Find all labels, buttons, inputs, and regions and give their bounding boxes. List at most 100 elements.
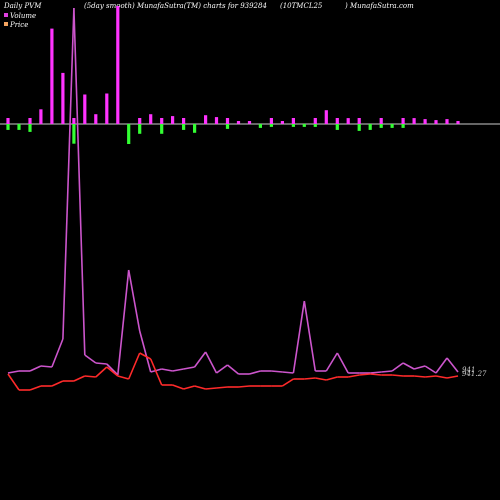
volume-line-segment: [216, 364, 228, 374]
volume-line-segment: [138, 330, 152, 373]
volume-bar: [423, 119, 427, 124]
volume-line-segment: [161, 368, 173, 372]
volume-bar: [50, 28, 54, 125]
volume-line-segment: [271, 370, 283, 373]
volume-line-segment: [402, 362, 415, 370]
volume-bar: [357, 124, 361, 131]
price-line-segment: [392, 374, 404, 377]
price-label-bottom: 941.27: [462, 370, 487, 378]
price-volume-lines: [7, 7, 459, 391]
volume-bar-up-tick: [138, 118, 142, 124]
volume-bar: [94, 114, 98, 124]
volume-bar-up-tick: [72, 118, 76, 124]
volume-bar-up-tick: [335, 118, 339, 124]
price-line-segment: [29, 385, 42, 391]
volume-bar: [291, 124, 295, 127]
volume-bar: [225, 124, 230, 129]
volume-line-segment: [336, 352, 349, 374]
volume-bar: [127, 124, 131, 144]
volume-bar-up-tick: [357, 118, 361, 124]
volume-bar: [280, 121, 284, 124]
price-line-segment: [73, 375, 86, 382]
volume-bar: [236, 121, 241, 124]
volume-bar: [6, 124, 10, 130]
price-line-segment: [414, 375, 426, 378]
volume-bar-up-tick: [401, 118, 405, 124]
volume-line-segment: [51, 338, 64, 368]
price-line-segment: [304, 377, 316, 380]
volume-line-segment: [193, 351, 207, 368]
volume-line-segment: [84, 354, 97, 364]
volume-line-segment: [204, 351, 218, 374]
volume-bar: [116, 6, 120, 124]
volume-bar: [72, 124, 76, 144]
volume-bar: [204, 115, 208, 124]
volume-line-segment: [446, 357, 459, 373]
price-line-segment: [183, 385, 195, 390]
volume-line-segment: [413, 365, 426, 370]
volume-line-segment: [292, 300, 306, 374]
price-line-segment: [315, 377, 327, 381]
volume-line-segment: [62, 7, 75, 340]
volume-bar: [61, 72, 65, 124]
price-line-segment: [370, 373, 382, 376]
volume-line-segment: [95, 362, 107, 365]
volume-line-segment: [249, 370, 261, 375]
volume-line-segment: [325, 352, 338, 372]
volume-bar: [17, 124, 21, 130]
volume-bar: [302, 124, 306, 127]
header-mid: (5day smooth) MunafaSutra(TM) charts for…: [84, 2, 267, 10]
volume-bar-up-tick: [182, 118, 186, 124]
price-line-segment: [348, 374, 360, 378]
volume-bar-up-tick: [313, 118, 317, 124]
volume-line-segment: [370, 371, 382, 374]
volume-line-segment: [7, 370, 20, 374]
price-line-segment: [425, 375, 437, 378]
header-left: Daily PVM: [3, 2, 42, 10]
volume-line-segment: [172, 368, 184, 372]
volume-line-segment: [226, 364, 240, 375]
price-line-segment: [172, 384, 184, 390]
price-line-segment: [326, 376, 338, 381]
volume-bar: [346, 118, 350, 124]
volume-bar: [149, 114, 153, 124]
volume-line-segment: [381, 370, 393, 373]
volume-line-segment: [117, 269, 130, 376]
volume-bars: [6, 6, 460, 144]
volume-line-segment: [303, 300, 317, 372]
volume-bar: [313, 124, 317, 127]
legend-volume-swatch: [4, 13, 8, 17]
price-line-segment: [127, 352, 141, 380]
price-line-segment: [117, 375, 129, 380]
volume-bar: [105, 93, 109, 124]
price-line-segment: [7, 373, 20, 391]
price-line-segment: [95, 366, 108, 378]
price-line-segment: [446, 375, 459, 379]
price-line-segment: [281, 378, 294, 387]
volume-bar: [182, 124, 186, 130]
volume-line-segment: [29, 365, 42, 372]
volume-bar: [434, 120, 438, 124]
volume-line-segment: [40, 365, 52, 368]
price-line-segment: [205, 387, 217, 390]
volume-line-segment: [183, 366, 195, 370]
price-line-segment: [106, 366, 119, 377]
volume-bar: [193, 124, 197, 133]
price-line-segment: [194, 385, 206, 390]
volume-bar: [39, 109, 43, 125]
header-code: (10TMCL25: [280, 2, 323, 10]
volume-bar-up-tick: [6, 118, 10, 124]
volume-line-segment: [73, 7, 86, 356]
price-line-segment: [149, 358, 163, 386]
volume-line-segment: [424, 365, 437, 374]
volume-line-segment: [127, 269, 141, 332]
volume-bar: [368, 124, 372, 130]
volume-bar-up-tick: [28, 118, 32, 124]
volume-bar: [171, 116, 175, 124]
price-line-segment: [51, 380, 64, 387]
volume-bar: [379, 124, 383, 128]
volume-bar: [401, 124, 405, 128]
price-line-segment: [359, 373, 371, 376]
